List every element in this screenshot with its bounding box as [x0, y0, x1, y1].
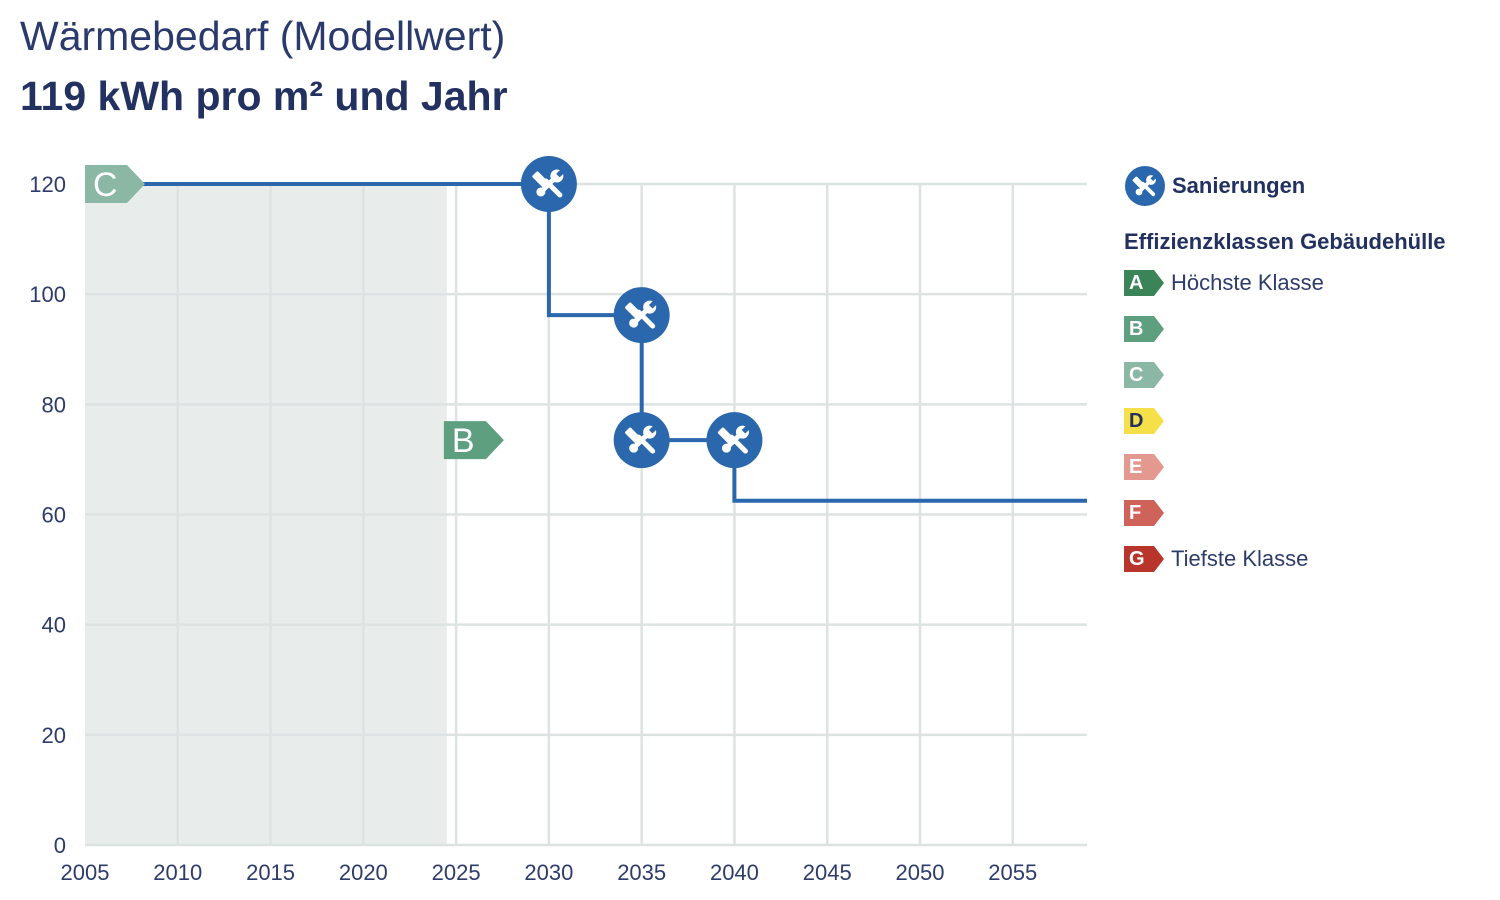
y-tick-label: 100 — [29, 282, 66, 307]
class-markers: CB — [85, 165, 504, 460]
class-marker-shape — [443, 421, 504, 460]
class-tag: E — [1124, 454, 1164, 480]
x-tick-label: 2035 — [617, 860, 666, 885]
class-label: Höchste Klasse — [1171, 270, 1324, 295]
class-tag: F — [1124, 500, 1164, 526]
x-axis: 2005 2010 2015 2020 2025 2030 2035 2040 2045 2050… — [61, 860, 1038, 885]
x-tick-label: 2005 — [61, 860, 110, 885]
legend-renovations-label: Sanierungen — [1172, 173, 1306, 198]
chart-title: Wärmebedarf (Modellwert) — [20, 13, 506, 59]
x-tick-label: 2010 — [153, 860, 202, 885]
x-tick-label: 2015 — [246, 860, 295, 885]
class-marker-c: C — [85, 165, 145, 204]
class-tag: C — [1124, 362, 1164, 388]
class-tag: D — [1124, 408, 1164, 434]
legend-class-a: A Höchste Klasse — [1124, 260, 1494, 306]
x-tick-label: 2055 — [988, 860, 1037, 885]
class-label: Tiefste Klasse — [1171, 546, 1309, 571]
legend-renovations: Sanierungen — [1124, 164, 1494, 208]
legend-class-e: E — [1124, 444, 1494, 490]
y-tick-label: 60 — [42, 503, 66, 528]
chart-value: 119 kWh pro m² und Jahr — [20, 73, 508, 119]
class-tag-letter: A — [1129, 272, 1144, 294]
renovation-marker — [520, 156, 577, 212]
legend-class-f: F — [1124, 490, 1494, 536]
wrench-hammer-icon — [1125, 166, 1165, 206]
class-tag-letter: C — [1129, 364, 1144, 386]
legend-class-list: A Höchste Klasse B C D E F G Tiefste Klasse — [1124, 260, 1494, 582]
y-tick-label: 0 — [54, 833, 66, 858]
x-tick-label: 2030 — [524, 860, 573, 885]
chart-grid — [85, 182, 1087, 847]
x-tick-label: 2025 — [432, 860, 481, 885]
class-marker-letter: B — [452, 422, 475, 460]
class-marker-shape — [85, 165, 145, 203]
legend-class-d: D — [1124, 398, 1494, 444]
renovation-marker — [613, 287, 670, 344]
class-tag-letter: D — [1129, 410, 1144, 432]
x-tick-label: 2020 — [339, 860, 388, 885]
y-tick-label: 40 — [42, 613, 66, 638]
chart-header: Wärmebedarf (Modellwert) 119 kWh pro m² … — [20, 12, 508, 120]
class-tag-letter: G — [1129, 548, 1145, 570]
y-tick-label: 80 — [42, 392, 66, 417]
class-marker-b: B — [443, 421, 504, 460]
class-marker-letter: C — [93, 166, 118, 204]
legend-heading: Effizienzklassen Gebäudehülle — [1124, 229, 1446, 254]
legend: Sanierungen Effizienzklassen Gebäudehüll… — [1124, 164, 1494, 582]
class-tag-letter: B — [1129, 318, 1144, 340]
y-tick-label: 20 — [42, 723, 66, 748]
legend-class-c: C — [1124, 352, 1494, 398]
legend-class-b: B — [1124, 306, 1494, 352]
renovation-marker — [613, 412, 670, 469]
x-tick-label: 2050 — [896, 860, 945, 885]
class-tag-letter: F — [1129, 502, 1142, 524]
renovation-markers — [520, 156, 763, 469]
class-tag: G — [1124, 546, 1164, 572]
class-tag: A — [1124, 270, 1164, 296]
class-tag: B — [1124, 316, 1164, 342]
renovation-marker — [706, 412, 763, 469]
x-tick-label: 2045 — [803, 860, 852, 885]
y-axis: 0 20 40 60 80 100 120 — [29, 172, 66, 858]
x-tick-label: 2040 — [710, 860, 759, 885]
legend-class-g: G Tiefste Klasse — [1124, 536, 1494, 582]
y-tick-label: 120 — [29, 172, 66, 197]
class-tag-letter: E — [1129, 456, 1143, 478]
